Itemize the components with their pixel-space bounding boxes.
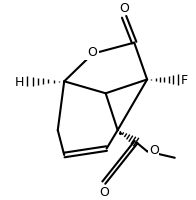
Text: F: F	[181, 74, 188, 87]
Text: O: O	[87, 46, 97, 59]
Text: O: O	[149, 143, 159, 156]
Text: O: O	[99, 185, 109, 198]
Text: O: O	[119, 2, 129, 15]
Text: H: H	[14, 75, 24, 88]
